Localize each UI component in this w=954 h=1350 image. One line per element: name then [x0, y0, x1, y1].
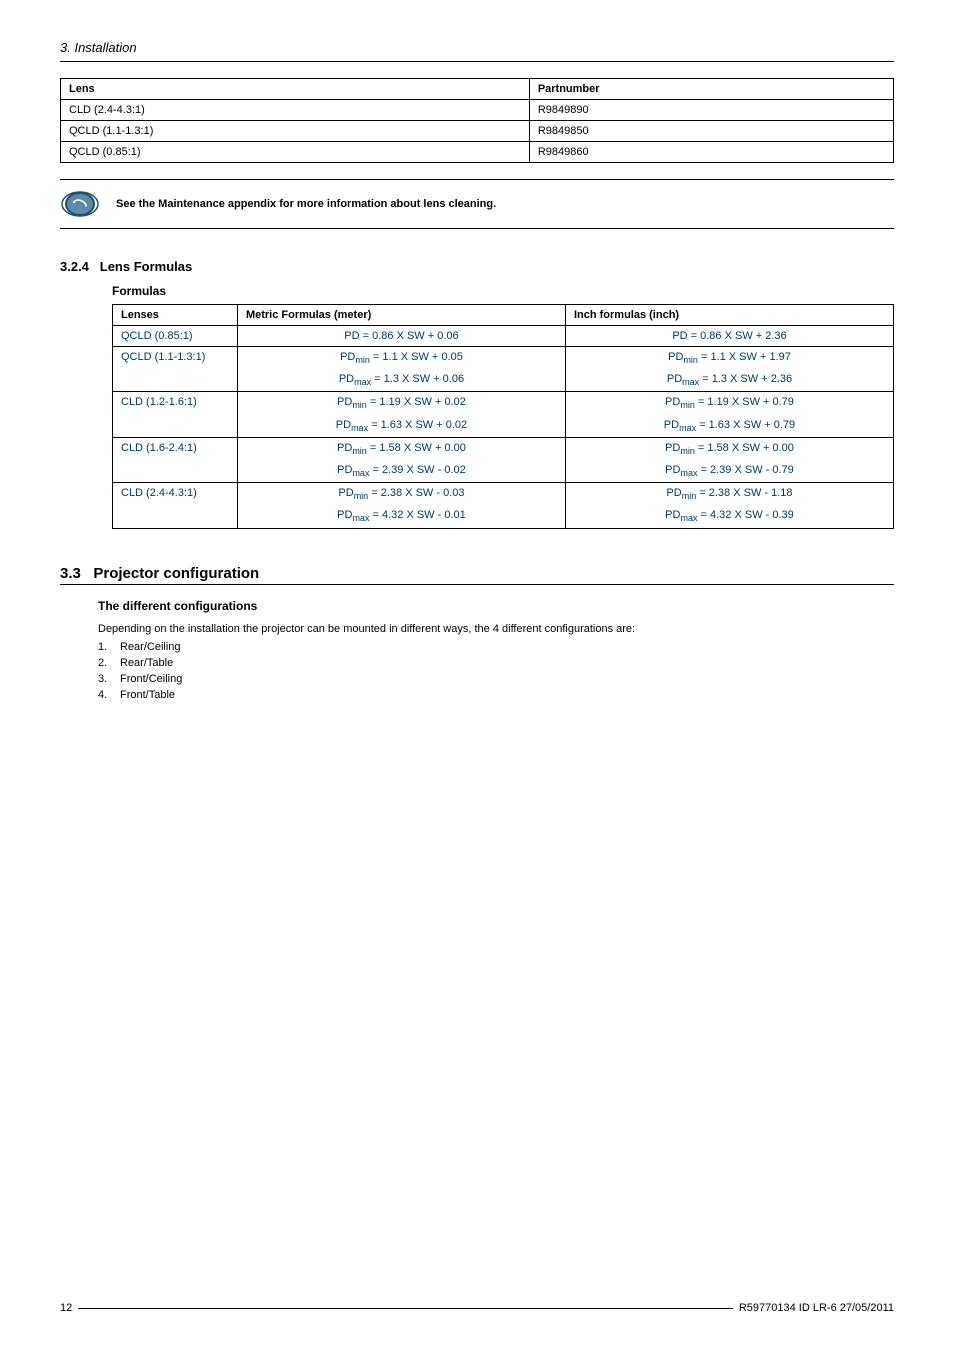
cell-metric: PDmin = 2.38 X SW - 0.03 [237, 483, 565, 506]
cell-metric: PDmin = 1.1 X SW + 0.05 [237, 347, 565, 370]
table-row: CLD (1.6-2.4:1) PDmin = 1.58 X SW + 0.00… [113, 437, 894, 460]
cell-metric: PD = 0.86 X SW + 0.06 [237, 326, 565, 347]
formulas-subheading: Formulas [112, 284, 894, 298]
section-rule [60, 584, 894, 585]
cell-partnumber: R9849890 [529, 100, 893, 121]
page-footer: 12 R59770134 ID LR-6 27/05/2011 [60, 1302, 894, 1314]
cell-lens: QCLD (0.85:1) [61, 142, 530, 163]
cell-lens: QCLD (0.85:1) [113, 326, 238, 347]
th-inch: Inch formulas (inch) [565, 305, 893, 326]
page-number: 12 [60, 1302, 72, 1314]
doc-id: R59770134 ID LR-6 27/05/2011 [739, 1302, 894, 1314]
formula-table: Lenses Metric Formulas (meter) Inch form… [112, 304, 894, 529]
cell-partnumber: R9849850 [529, 121, 893, 142]
config-list: 1.Rear/Ceiling 2.Rear/Table 3.Front/Ceil… [98, 641, 894, 701]
list-item: 2.Rear/Table [98, 657, 894, 669]
cell-lens: QCLD (1.1-1.3:1) [113, 347, 238, 392]
cell-lens: CLD (1.2-1.6:1) [113, 392, 238, 437]
section-heading-33: 3.3 Projector configuration [60, 565, 894, 582]
info-callout: See the Maintenance appendix for more in… [60, 179, 894, 229]
cell-lens: CLD (2.4-4.3:1) [113, 483, 238, 528]
section-number: 3.2.4 [60, 259, 89, 274]
cell-inch: PDmin = 1.19 X SW + 0.79 [565, 392, 893, 415]
cell-inch: PDmax = 1.3 X SW + 2.36 [565, 369, 893, 392]
cell-metric: PDmin = 1.19 X SW + 0.02 [237, 392, 565, 415]
cell-inch: PDmin = 2.38 X SW - 1.18 [565, 483, 893, 506]
cell-lens: CLD (2.4-4.3:1) [61, 100, 530, 121]
page-header-title: 3. Installation [60, 40, 894, 55]
cell-metric: PDmax = 1.63 X SW + 0.02 [237, 415, 565, 438]
th-lenses: Lenses [113, 305, 238, 326]
section-number: 3.3 [60, 565, 81, 582]
list-item: 1.Rear/Ceiling [98, 641, 894, 653]
info-icon [60, 191, 100, 217]
table-row: QCLD (0.85:1)R9849860 [61, 142, 894, 163]
cell-metric: PDmin = 1.58 X SW + 0.00 [237, 437, 565, 460]
cell-inch: PDmax = 1.63 X SW + 0.79 [565, 415, 893, 438]
th-partnumber: Partnumber [529, 79, 893, 100]
footer-rule [78, 1308, 733, 1309]
cell-inch: PD = 0.86 X SW + 2.36 [565, 326, 893, 347]
th-metric: Metric Formulas (meter) [237, 305, 565, 326]
cell-inch: PDmax = 2.39 X SW - 0.79 [565, 460, 893, 483]
table-row: CLD (2.4-4.3:1)R9849890 [61, 100, 894, 121]
config-subheading: The different configurations [98, 599, 894, 613]
cell-metric: PDmax = 2.39 X SW - 0.02 [237, 460, 565, 483]
header-rule [60, 61, 894, 62]
list-item: 4.Front/Table [98, 689, 894, 701]
cell-inch: PDmin = 1.58 X SW + 0.00 [565, 437, 893, 460]
table-row: QCLD (1.1-1.3:1) PDmin = 1.1 X SW + 0.05… [113, 347, 894, 370]
cell-metric: PDmax = 4.32 X SW - 0.01 [237, 505, 565, 528]
section-title: Projector configuration [93, 565, 259, 582]
cell-inch: PDmin = 1.1 X SW + 1.97 [565, 347, 893, 370]
table-row: QCLD (1.1-1.3:1)R9849850 [61, 121, 894, 142]
th-lens: Lens [61, 79, 530, 100]
config-intro-text: Depending on the installation the projec… [98, 623, 894, 635]
table-row: QCLD (0.85:1) PD = 0.86 X SW + 0.06 PD =… [113, 326, 894, 347]
section-heading-324: 3.2.4 Lens Formulas [60, 259, 894, 274]
cell-lens: CLD (1.6-2.4:1) [113, 437, 238, 482]
table-row: CLD (1.2-1.6:1) PDmin = 1.19 X SW + 0.02… [113, 392, 894, 415]
info-text: See the Maintenance appendix for more in… [116, 198, 496, 210]
cell-partnumber: R9849860 [529, 142, 893, 163]
section-title: Lens Formulas [100, 259, 192, 274]
cell-metric: PDmax = 1.3 X SW + 0.06 [237, 369, 565, 392]
cell-lens: QCLD (1.1-1.3:1) [61, 121, 530, 142]
table-row: CLD (2.4-4.3:1) PDmin = 2.38 X SW - 0.03… [113, 483, 894, 506]
cell-inch: PDmax = 4.32 X SW - 0.39 [565, 505, 893, 528]
list-item: 3.Front/Ceiling [98, 673, 894, 685]
lens-partnumber-table: Lens Partnumber CLD (2.4-4.3:1)R9849890 … [60, 78, 894, 163]
